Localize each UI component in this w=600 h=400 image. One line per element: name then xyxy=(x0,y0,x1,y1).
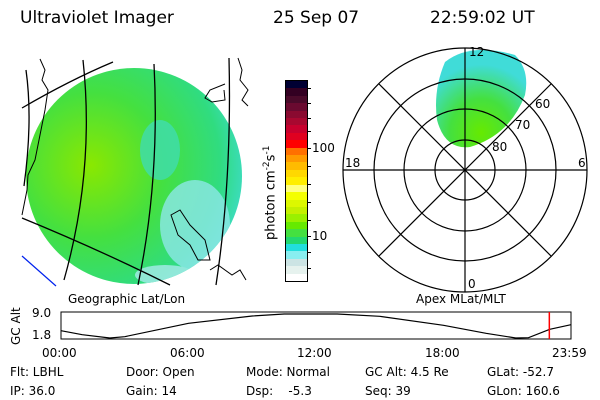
colorbar-tick-mark xyxy=(307,166,311,167)
colorbar-band xyxy=(286,243,307,252)
y-tick-max: 9.0 xyxy=(32,306,52,320)
colorbar-band xyxy=(286,95,307,104)
gc-alt-info: GC Alt: 4.5 Re xyxy=(365,365,449,379)
colorbar-tick-mark xyxy=(307,184,311,185)
colorbar-band xyxy=(286,118,307,126)
colorbar-band xyxy=(286,266,307,274)
colorbar-tick-mark xyxy=(307,131,311,132)
colorbar-band xyxy=(286,236,307,244)
blue-track-line xyxy=(21,255,57,287)
colorbar xyxy=(285,80,308,282)
gain-info: Gain: 14 xyxy=(126,384,177,398)
colorbar-band xyxy=(286,229,307,237)
mlt-18-label: 18 xyxy=(345,156,361,170)
colorbar-band xyxy=(286,273,307,281)
right-panel-caption: Apex MLat/MLT xyxy=(416,292,506,306)
colorbar-band xyxy=(286,155,307,163)
colorbar-band xyxy=(286,162,307,170)
lat-lon-grid xyxy=(21,57,231,286)
mlat-60-label: 60 xyxy=(535,97,551,111)
colorbar-band xyxy=(286,132,307,141)
x-tick-0600: 06:00 xyxy=(170,346,205,360)
colorbar-tick-mark xyxy=(307,220,311,221)
mlt-0-label: 0 xyxy=(468,277,476,291)
colorbar-band xyxy=(286,258,307,267)
y-axis-label: GC Alt xyxy=(9,307,23,345)
colorbar-tick-mark xyxy=(307,88,311,89)
colorbar-tick-100: 100 xyxy=(312,141,335,155)
x-tick-1800: 18:00 xyxy=(425,346,460,360)
left-panel-caption: Geographic Lat/Lon xyxy=(68,292,186,306)
seq-info: Seq: 39 xyxy=(365,384,411,398)
colorbar-band xyxy=(286,184,307,193)
glat-info: GLat: -52.7 xyxy=(487,365,554,379)
colorbar-band xyxy=(286,169,307,178)
coastlines xyxy=(21,57,249,281)
y-tick-min: 1.8 xyxy=(32,328,52,342)
colorbar-band xyxy=(286,206,307,215)
plot-frame xyxy=(60,311,572,340)
colorbar-band xyxy=(286,214,307,222)
colorbar-band xyxy=(286,140,307,148)
colorbar-band xyxy=(286,251,307,259)
mlt-6-label: 6 xyxy=(578,156,586,170)
colorbar-band xyxy=(286,177,307,185)
colorbar-tick-mark xyxy=(307,148,311,149)
colorbar-tick-mark xyxy=(307,202,311,203)
colorbar-band xyxy=(286,103,307,111)
mode-info: Mode: Normal xyxy=(246,365,330,379)
x-tick-2359: 23:59 xyxy=(552,346,587,360)
dsp-info: Dsp: -5.3 xyxy=(246,384,312,398)
mlat-80-label: 80 xyxy=(492,140,508,154)
colorbar-tick-10: 10 xyxy=(312,229,328,243)
colorbar-tick-mark xyxy=(307,252,311,253)
date-label: 25 Sep 07 xyxy=(273,8,360,28)
filter-info: Flt: LBHL xyxy=(10,365,64,379)
x-tick-1200: 12:00 xyxy=(297,346,332,360)
glon-info: GLon: 160.6 xyxy=(487,384,560,398)
colorbar-band xyxy=(286,81,307,89)
colorbar-band xyxy=(286,110,307,119)
colorbar-band xyxy=(286,221,307,230)
polar-diagonal-2 xyxy=(378,83,552,257)
colorbar-band xyxy=(286,192,307,200)
colorbar-band xyxy=(286,88,307,96)
colorbar-tick-mark xyxy=(307,236,311,237)
colorbar-band xyxy=(286,125,307,133)
mlat-70-label: 70 xyxy=(515,118,531,132)
colorbar-band xyxy=(286,147,307,156)
instrument-title: Ultraviolet Imager xyxy=(20,8,174,28)
colorbar-band xyxy=(286,199,307,207)
gc-alt-series-line xyxy=(60,313,572,339)
time-label: 22:59:02 UT xyxy=(430,8,535,28)
colorbar-tick-mark xyxy=(307,118,311,119)
colorbar-tick-mark xyxy=(307,268,311,269)
mlt-12-label: 12 xyxy=(469,45,485,59)
ip-info: IP: 36.0 xyxy=(10,384,56,398)
colorbar-tick-mark xyxy=(307,103,311,104)
door-info: Door: Open xyxy=(126,365,195,379)
x-tick-0000: 00:00 xyxy=(42,346,77,360)
